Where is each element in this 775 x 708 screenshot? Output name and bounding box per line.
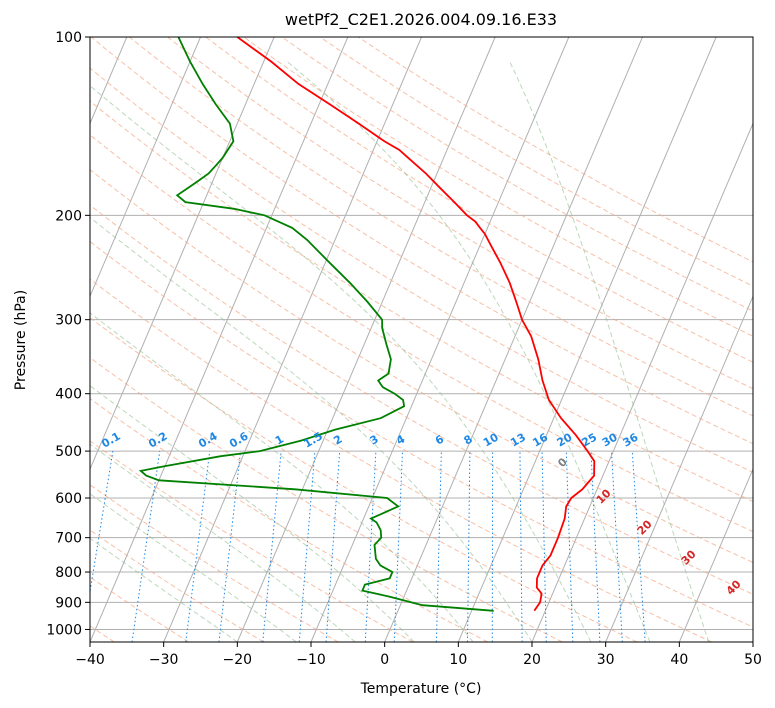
x-tick-label: −40 [75,652,105,668]
mixing-ratio-label: 20 [555,430,575,449]
mixing-ratio-line [131,451,161,642]
dry-adiabat-line [90,356,563,642]
dry-adiabat-line [167,37,753,390]
dry-adiabat-line [357,37,753,263]
mixing-ratio-label: 36 [621,430,641,449]
chart-title: wetPf2_C2E1.2026.004.09.16.E33 [285,10,557,30]
x-tick-label: 0 [380,652,389,668]
dry-adiabat-line [90,204,753,595]
y-tick-label: 300 [55,313,82,329]
dry-adiabat-line [281,37,753,312]
dry-adiabat-line [90,484,339,642]
mixing-ratio-label: 1.5 [301,430,324,451]
y-tick-label: 100 [55,30,82,46]
x-axis-label: Temperature (°C) [360,681,482,697]
mixing-ratio-label: 0.6 [227,429,251,450]
moist-adiabat-line [90,537,238,642]
moist-adiabat-line [90,493,297,642]
mixing-ratio-line [590,451,601,642]
mixing-ratio-label: 0.1 [99,430,122,451]
mixing-ratio-line [435,451,442,642]
isotherm-line [384,37,643,642]
dry-adiabat-line [90,241,753,628]
mixing-ratio-label: 2 [331,433,344,448]
dry-adiabat-line [90,67,753,473]
y-tick-label: 500 [55,444,82,460]
dry-adiabat-line [90,37,753,445]
x-tick-label: −20 [223,652,253,668]
sounding-lines [138,37,596,612]
mixing-ratio-line [185,451,211,642]
dry-adiabat-line [90,134,753,533]
moist-adiabat-line [286,61,651,642]
x-tick-label: 30 [597,652,615,668]
mixing-ratio-label: 30 [600,430,620,449]
grid [90,37,753,642]
line-labels: -100-90-80-70-60-50-40-30-20-100.10.20.4… [99,429,744,597]
moist-adiabat-line [90,216,533,642]
dry-adiabat-line [90,397,488,642]
isotherm-line [605,295,753,642]
mixing-ratio-label: 0.4 [196,429,220,450]
x-tick-label: 50 [744,652,762,668]
moist-label: 0 [555,455,570,470]
mixing-ratio-line [467,451,471,642]
dry-adiabat-line [205,37,753,363]
dry-adiabat-line [129,37,753,417]
mixing-ratio-line [565,451,574,642]
dry-adiabat-line [90,440,414,642]
mixing-ratio-line [218,451,242,642]
isotherm-line [90,37,275,471]
y-tick-label: 800 [55,565,82,581]
mixing-ratio-line [610,451,623,642]
temperature-trace [236,37,596,612]
moist-adiabat-line [90,85,592,642]
isotherm-line [236,37,496,642]
x-tick-label: 10 [449,652,467,668]
dry-adiabat-line [90,168,753,564]
mixing-ratio-label: 13 [508,431,528,450]
x-tick-label: −30 [149,652,179,668]
mixing-ratio-label: 10 [481,430,501,449]
isotherm-line [90,37,349,642]
dry-adiabat-line [90,278,712,642]
dry-adiabat-line [90,100,753,503]
isotherm-line [90,37,201,298]
mixing-ratio-label: 0.2 [146,430,169,451]
moist-label: 40 [724,577,744,597]
mixing-ratio-line [90,451,114,595]
moist-adiabat-line [509,61,710,642]
y-tick-label: 600 [55,491,82,507]
y-tick-label: 700 [55,531,82,547]
isotherm-line [752,640,753,642]
mixing-ratio-label: 4 [394,432,407,447]
y-tick-label: 200 [55,208,82,224]
y-axis-label: Pressure (hPa) [13,290,29,390]
mixing-ratio-line [298,451,316,642]
mixing-ratio-label: 6 [433,432,446,447]
isotherm-line [531,122,753,642]
y-tick-label: 1000 [46,622,82,638]
x-tick-label: −10 [296,652,326,668]
dry-adiabat-line [90,317,638,642]
dewpoint-trace [138,37,494,612]
x-tick-label: 20 [523,652,541,668]
x-tick-label: 40 [670,652,688,668]
y-tick-label: 400 [55,387,82,403]
dry-adiabat-line [243,37,753,337]
moist-adiabat-line [90,385,415,642]
isotherm-line [678,467,753,642]
mixing-ratio-label: 25 [579,431,599,450]
isotherm-line [457,37,717,642]
moist-adiabat-line [90,443,356,642]
plot-frame [89,36,754,643]
y-tick-label: 900 [55,595,82,611]
moist-label: 30 [679,547,699,567]
dry-adiabat-line [90,529,264,642]
